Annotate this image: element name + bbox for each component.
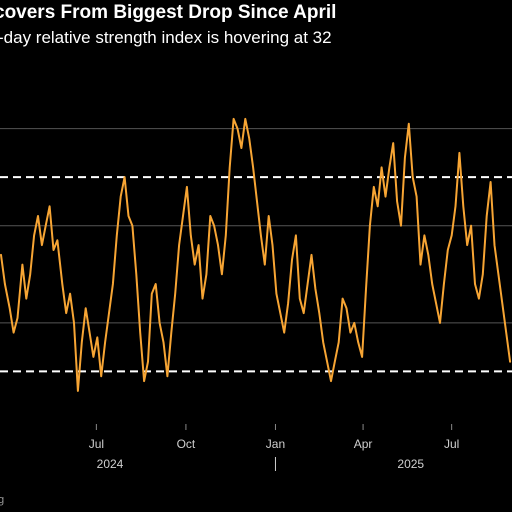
threshold-lines <box>0 176 512 373</box>
series-layer <box>0 117 512 392</box>
chart-subtitle: -day relative strength index is hovering… <box>0 28 332 47</box>
x-tick-label: Jan <box>266 437 285 451</box>
year-label: 2025 <box>397 457 424 471</box>
gridlines <box>0 128 512 324</box>
x-axis: Jul Oct Jan Apr Jul 2024 2025 <box>89 424 459 471</box>
source-note: g <box>0 494 5 506</box>
x-tick-label: Jul <box>444 437 459 451</box>
chart-title: covers From Biggest Drop Since April <box>0 2 337 23</box>
x-tick-label: Jul <box>89 437 104 451</box>
x-tick-label: Apr <box>354 437 373 451</box>
year-label: 2024 <box>97 457 124 471</box>
x-tick-label: Oct <box>177 437 196 451</box>
series-line-0 <box>0 117 512 392</box>
